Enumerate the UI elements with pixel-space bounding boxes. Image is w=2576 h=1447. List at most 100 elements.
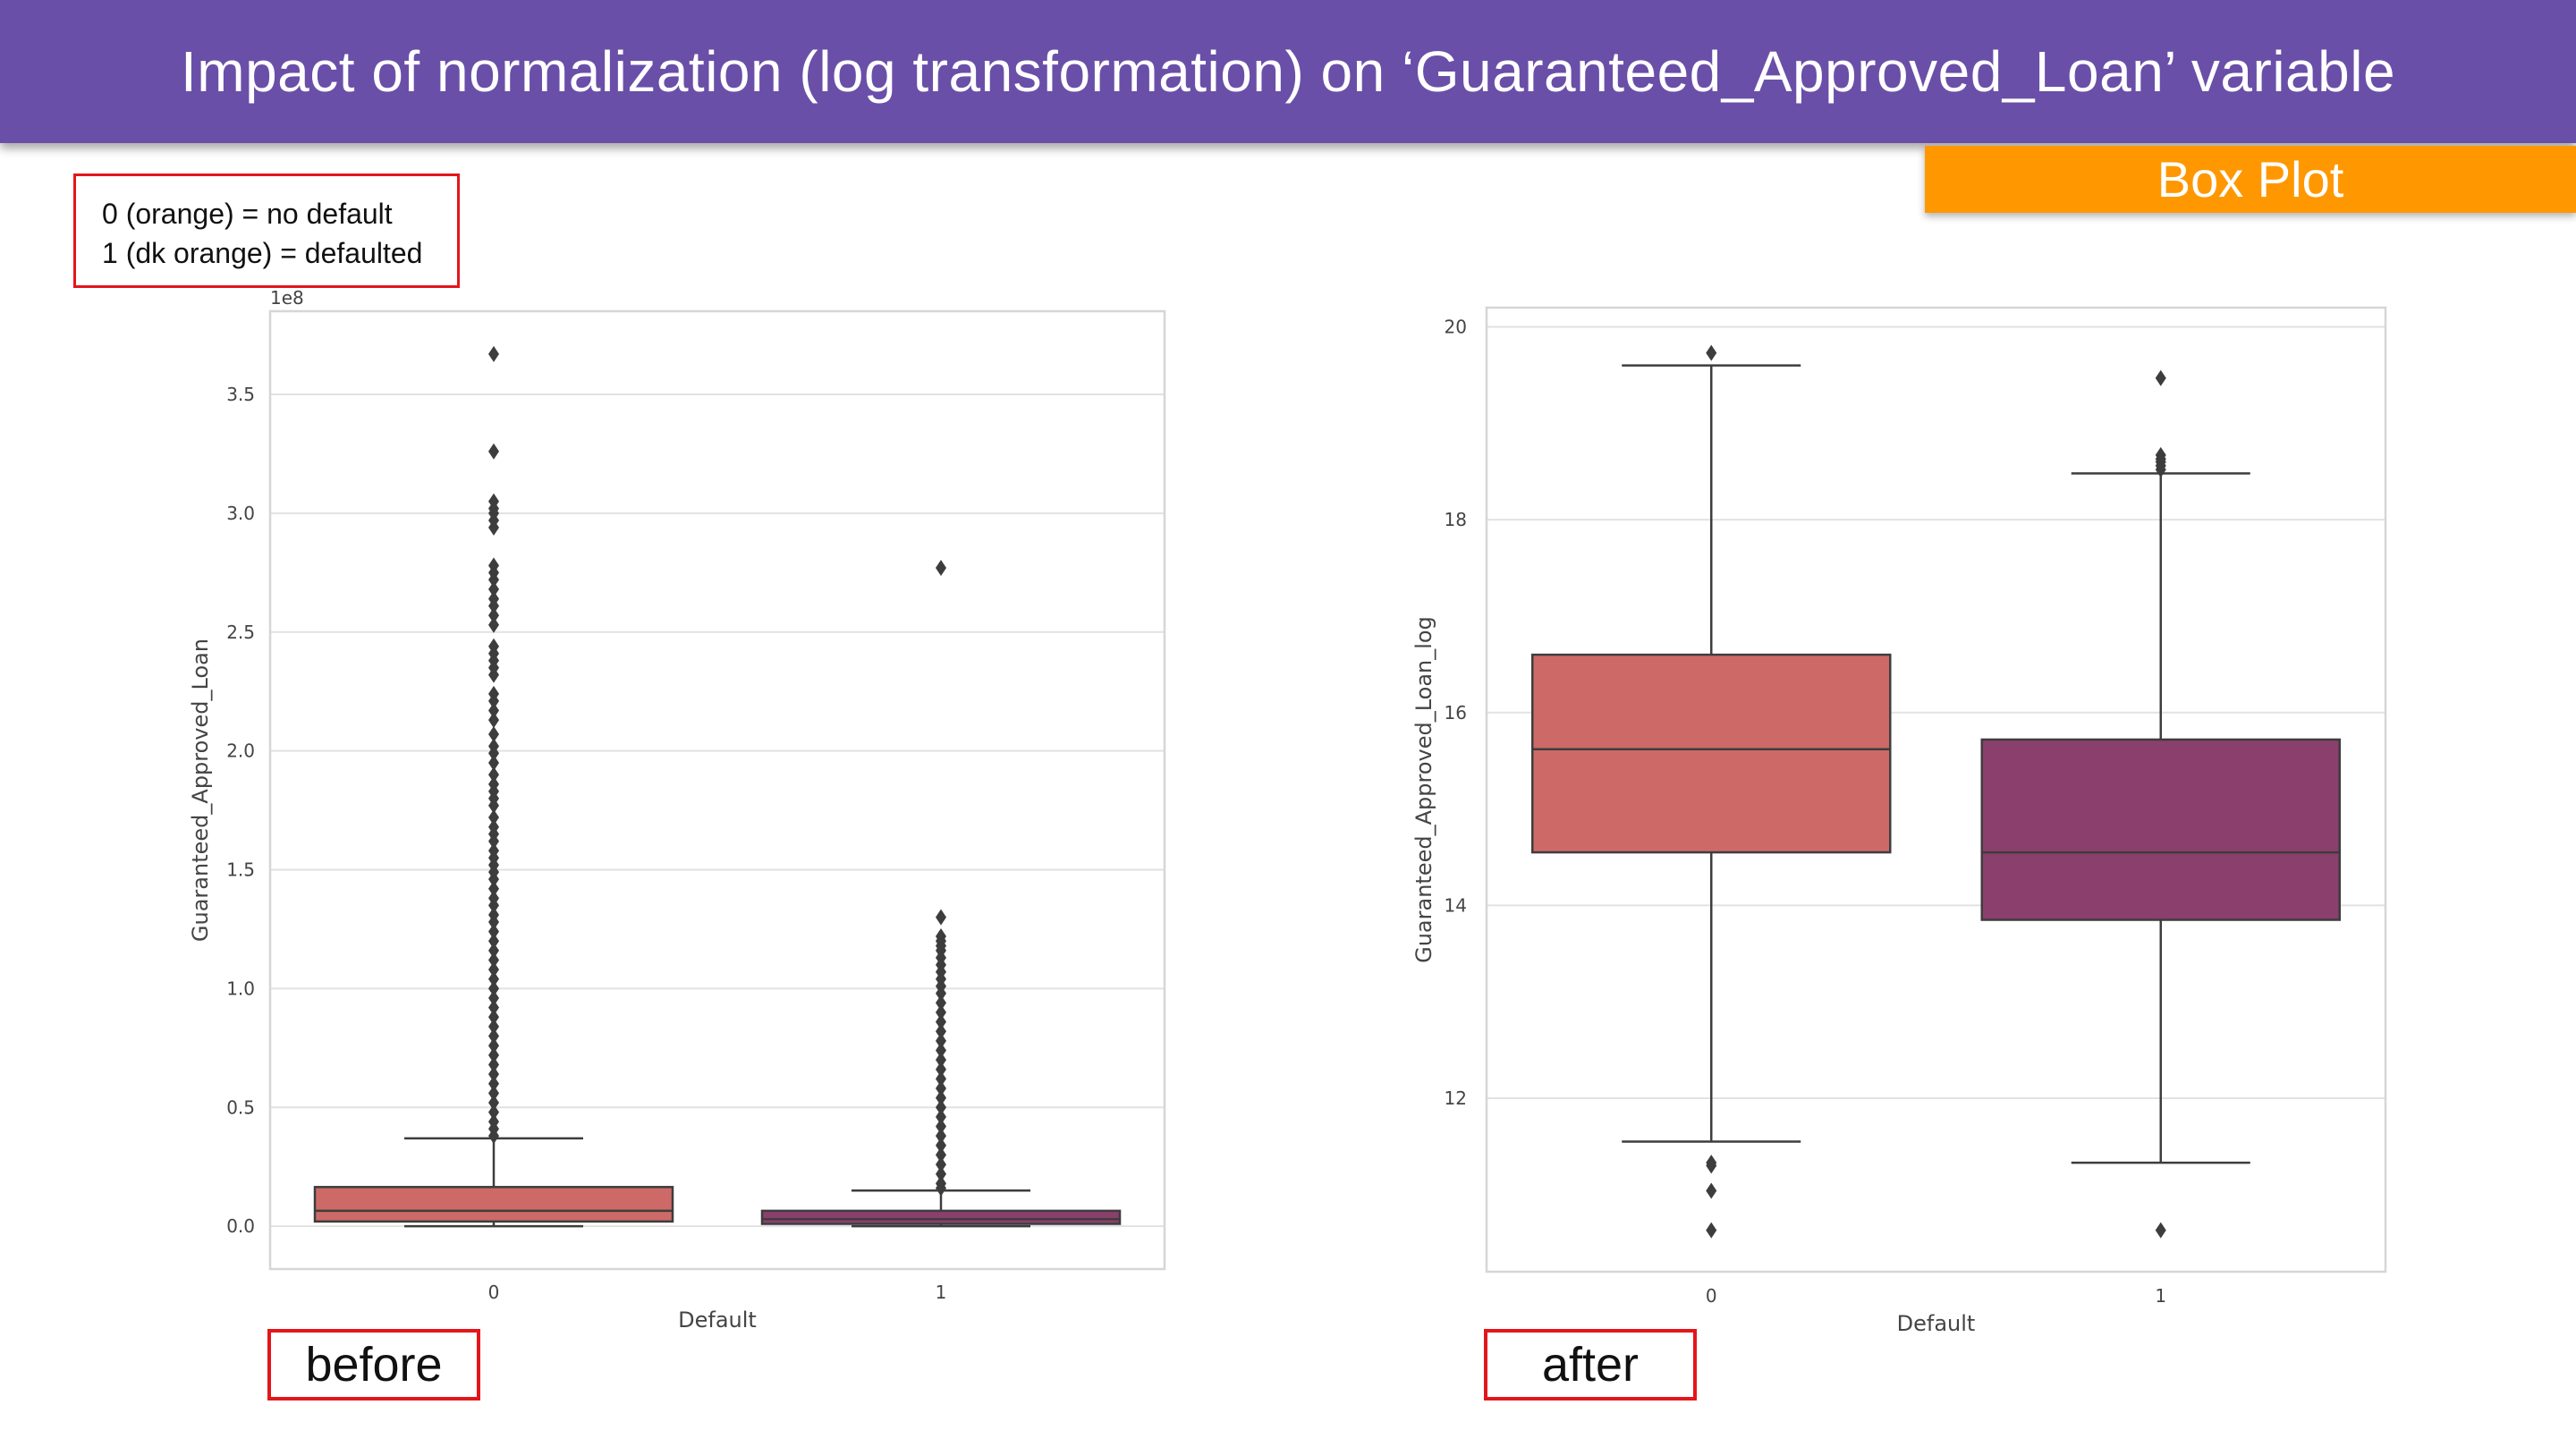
y-tick-label: 18 bbox=[1445, 509, 1467, 530]
outlier-point bbox=[936, 1165, 946, 1182]
outlier-point bbox=[1706, 1222, 1717, 1239]
y-tick-label: 3.0 bbox=[226, 503, 255, 524]
outlier-point bbox=[488, 597, 499, 614]
outlier-point bbox=[488, 616, 499, 633]
outlier-point bbox=[488, 754, 499, 771]
outlier-point bbox=[488, 1046, 499, 1063]
y-tick-label: 2.5 bbox=[226, 622, 255, 643]
before-label-box: before bbox=[267, 1329, 480, 1400]
outlier-point bbox=[488, 952, 499, 969]
outlier-point bbox=[936, 1061, 946, 1078]
outlier-point bbox=[488, 1037, 499, 1054]
outlier-point bbox=[488, 933, 499, 950]
outlier-point bbox=[488, 692, 499, 709]
outlier-point bbox=[488, 726, 499, 743]
outlier-point bbox=[488, 1085, 499, 1102]
x-axis-label: Default bbox=[1897, 1311, 1976, 1336]
legend-line-1: 1 (dk orange) = defaulted bbox=[102, 237, 423, 269]
outlier-point bbox=[936, 1052, 946, 1069]
outlier-point bbox=[936, 1147, 946, 1164]
outlier-point bbox=[488, 980, 499, 997]
box-0 bbox=[1531, 344, 1892, 1239]
header-bar: Impact of normalization (log transformat… bbox=[0, 0, 2576, 143]
after-label-box: after bbox=[1484, 1329, 1697, 1400]
outlier-point bbox=[488, 712, 499, 729]
outlier-point bbox=[488, 999, 499, 1016]
outlier-point bbox=[488, 702, 499, 719]
box-0 bbox=[313, 345, 674, 1228]
plot-frame bbox=[1485, 306, 2387, 1274]
outlier-point bbox=[936, 1032, 946, 1049]
box-1 bbox=[760, 560, 1122, 1228]
outlier-point bbox=[936, 1013, 946, 1030]
chart-type-tag: Box Plot bbox=[1925, 146, 2576, 213]
outlier-point bbox=[488, 345, 499, 362]
outlier-point bbox=[488, 1094, 499, 1111]
outlier-point bbox=[936, 560, 946, 577]
outlier-point bbox=[488, 571, 499, 588]
outlier-point bbox=[488, 580, 499, 597]
x-tick-label: 0 bbox=[1706, 1285, 1717, 1307]
y-tick-label: 14 bbox=[1445, 894, 1467, 916]
outlier-point bbox=[936, 1003, 946, 1020]
outlier-point bbox=[488, 970, 499, 987]
after-label: after bbox=[1541, 1338, 1640, 1392]
outlier-point bbox=[1706, 1182, 1717, 1199]
y-axis-label: Guaranteed_Approved_Loan_log bbox=[1411, 616, 1436, 963]
outlier-point bbox=[936, 1070, 946, 1087]
box-1 bbox=[1980, 369, 2341, 1239]
legend-box: 0 (orange) = no default 1 (dk orange) = … bbox=[73, 173, 460, 288]
y-tick-label: 1.5 bbox=[226, 859, 255, 881]
y-tick-label: 20 bbox=[1445, 317, 1467, 338]
outlier-point bbox=[488, 666, 499, 683]
outlier-point bbox=[488, 607, 499, 624]
outlier-point bbox=[936, 1099, 946, 1116]
y-tick-label: 16 bbox=[1445, 702, 1467, 724]
outlier-point bbox=[488, 942, 499, 959]
legend-line-0: 0 (orange) = no default bbox=[102, 198, 393, 230]
x-tick-label: 1 bbox=[2155, 1285, 2166, 1307]
outlier-point bbox=[488, 809, 499, 826]
outlier-point bbox=[936, 1089, 946, 1106]
y-tick-label: 1.0 bbox=[226, 977, 255, 999]
y-axis-label: Guaranteed_Approved_Loan bbox=[188, 639, 213, 942]
outlier-point bbox=[488, 833, 499, 850]
outlier-point bbox=[488, 1075, 499, 1092]
box-iqr bbox=[760, 1209, 1122, 1225]
outlier-point bbox=[488, 880, 499, 897]
y-scale-note: 1e8 bbox=[270, 287, 304, 309]
outlier-point bbox=[936, 1180, 946, 1197]
outlier-point bbox=[488, 519, 499, 536]
outlier-point bbox=[936, 985, 946, 1002]
outlier-point bbox=[1706, 1157, 1717, 1174]
box-iqr bbox=[313, 1186, 674, 1223]
box-iqr bbox=[1531, 653, 1892, 854]
y-tick-label: 12 bbox=[1445, 1087, 1467, 1109]
outlier-point bbox=[488, 913, 499, 930]
box-iqr bbox=[1980, 738, 2341, 921]
outlier-point bbox=[488, 443, 499, 460]
outlier-point bbox=[488, 897, 499, 914]
outlier-point bbox=[936, 1042, 946, 1059]
y-tick-label: 2.0 bbox=[226, 740, 255, 762]
outlier-point bbox=[2155, 1222, 2166, 1239]
outlier-point bbox=[488, 1009, 499, 1026]
chart-type-label: Box Plot bbox=[2157, 151, 2344, 207]
y-tick-label: 0.5 bbox=[226, 1096, 255, 1118]
outlier-point bbox=[936, 1137, 946, 1154]
outlier-point bbox=[488, 766, 499, 783]
outlier-point bbox=[936, 1023, 946, 1040]
page-title: Impact of normalization (log transformat… bbox=[180, 39, 2396, 104]
outlier-point bbox=[936, 909, 946, 926]
outlier-point bbox=[936, 1080, 946, 1097]
outlier-point bbox=[488, 871, 499, 888]
outlier-point bbox=[488, 1056, 499, 1073]
outlier-point bbox=[936, 994, 946, 1011]
outlier-point bbox=[488, 1128, 499, 1145]
before-label: before bbox=[305, 1338, 443, 1392]
x-tick-label: 0 bbox=[488, 1282, 500, 1303]
x-axis-label: Default bbox=[678, 1307, 757, 1333]
outlier-point bbox=[936, 1108, 946, 1125]
boxplot-1: 12 14 16 18 20 0 1 Default Guaranteed_Approved_L… bbox=[1411, 306, 2387, 1336]
